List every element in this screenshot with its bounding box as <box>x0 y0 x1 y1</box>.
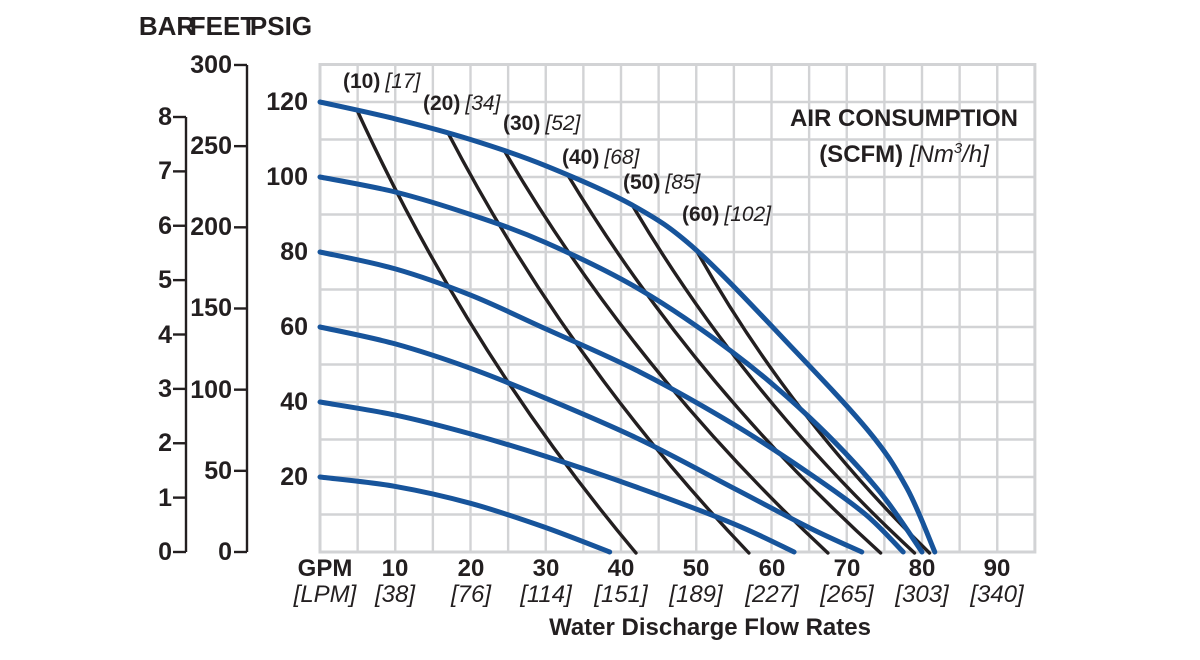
legend-title-line1: AIR CONSUMPTION <box>790 105 1018 132</box>
feet-tick-label: 0 <box>218 538 232 566</box>
air-curve-label-scfm: (30) <box>503 112 541 135</box>
legend-title: AIR CONSUMPTION (SCFM) [Nm3/h] <box>778 104 1030 170</box>
psig-tick-label: 40 <box>280 388 308 416</box>
air-consumption-curve-40scfm <box>566 174 883 555</box>
air-curve-label-nm3h: [85] <box>665 171 701 194</box>
feet-tick-label: 250 <box>190 132 232 160</box>
air-curve-label-50scfm: (50) [85] <box>623 172 700 194</box>
legend-scfm-label: (SCFM) <box>819 141 904 168</box>
gpm-tick-label: 90 <box>983 555 1011 582</box>
gpm-tick-label: 50 <box>682 555 710 582</box>
bar-tick-label: 8 <box>158 103 172 131</box>
air-curve-label-10scfm: (10) [17] <box>343 71 420 93</box>
air-consumption-curve-50scfm <box>630 203 917 555</box>
gpm-tick-label: 40 <box>607 555 635 582</box>
feet-tick-label: 150 <box>190 294 232 322</box>
legend-title-line2: (SCFM) [Nm3/h] <box>778 134 1030 170</box>
air-curve-label-nm3h: [68] <box>604 146 640 169</box>
y-axis-unit-bar: BAR <box>138 11 196 41</box>
plot-border <box>318 63 1037 554</box>
bar-tick-label: 5 <box>158 266 172 294</box>
lpm-tick-label: [303] <box>895 581 949 608</box>
air-curve-label-nm3h: [34] <box>465 92 501 115</box>
air-curve-label-60scfm: (60) [102] <box>682 204 771 226</box>
gpm-tick-label: 20 <box>457 555 485 582</box>
lpm-tick-label: [114] <box>520 581 572 608</box>
psig-tick-label: 80 <box>280 238 308 266</box>
psig-tick-label: 100 <box>266 163 308 191</box>
lpm-tick-label: [227] <box>745 581 799 608</box>
air-curve-label-nm3h: [102] <box>724 203 772 226</box>
gpm-tick-label: 70 <box>833 555 861 582</box>
bar-tick-label: 6 <box>158 212 172 240</box>
pressure-curve-20psig <box>317 474 613 555</box>
air-consumption-curve-10scfm <box>355 109 638 555</box>
y-axis-unit-psig: PSIG <box>249 11 313 41</box>
x-axis-unit-gpm: GPM <box>297 555 353 582</box>
lpm-tick-label: [265] <box>820 581 874 608</box>
feet-tick-label: 300 <box>190 51 232 79</box>
legend-nm3h-label: [Nm3/h] <box>909 141 989 168</box>
lpm-tick-label: [76] <box>450 581 492 608</box>
gpm-tick-label: 60 <box>758 555 786 582</box>
bar-tick-label: 4 <box>158 321 172 349</box>
psig-tick-label: 120 <box>266 88 308 116</box>
lpm-tick-label: [340] <box>970 581 1024 608</box>
air-curve-label-nm3h: [52] <box>545 112 581 135</box>
air-curve-label-scfm: (10) <box>343 70 381 93</box>
bar-tick-label: 3 <box>158 375 172 403</box>
feet-tick-label: 100 <box>190 376 232 404</box>
pressure-curve-80psig <box>317 249 906 555</box>
air-curve-label-scfm: (20) <box>423 92 461 115</box>
air-curve-label-scfm: (40) <box>562 146 600 169</box>
gpm-tick-label: 10 <box>381 555 409 582</box>
air-curve-label-nm3h: [17] <box>385 70 421 93</box>
bar-tick-label: 7 <box>158 157 172 185</box>
air-consumption-curve-30scfm <box>502 149 830 555</box>
pressure-curve-40psig <box>317 399 797 555</box>
air-consumption-curve-20scfm <box>446 131 751 555</box>
air-curve-label-20scfm: (20) [34] <box>423 93 500 115</box>
feet-tick-label: 200 <box>190 213 232 241</box>
bar-tick-label: 0 <box>158 538 172 566</box>
lpm-tick-label: [38] <box>374 581 416 608</box>
gpm-tick-label: 80 <box>908 555 936 582</box>
pressure-curve-100psig <box>317 174 925 555</box>
y-axis-unit-feet: FEET <box>189 11 257 41</box>
psig-tick-label: 20 <box>280 463 308 491</box>
feet-tick-label: 50 <box>204 457 232 485</box>
bar-tick-label: 1 <box>158 484 172 512</box>
pressure-curve-60psig <box>317 324 865 555</box>
pressure-curve-120psig <box>317 99 938 555</box>
psig-tick-label: 60 <box>280 313 308 341</box>
lpm-tick-label: [151] <box>594 581 648 608</box>
air-curve-label-40scfm: (40) [68] <box>562 147 639 169</box>
air-curve-label-30scfm: (30) [52] <box>503 113 580 135</box>
lpm-tick-label: [189] <box>669 581 723 608</box>
x-axis-title: Water Discharge Flow Rates <box>549 614 871 641</box>
air-curve-label-scfm: (60) <box>682 203 720 226</box>
x-axis-unit-lpm: [LPM] <box>293 581 357 608</box>
bar-tick-label: 2 <box>158 429 172 457</box>
gpm-tick-label: 30 <box>532 555 560 582</box>
air-curve-label-scfm: (50) <box>623 171 661 194</box>
